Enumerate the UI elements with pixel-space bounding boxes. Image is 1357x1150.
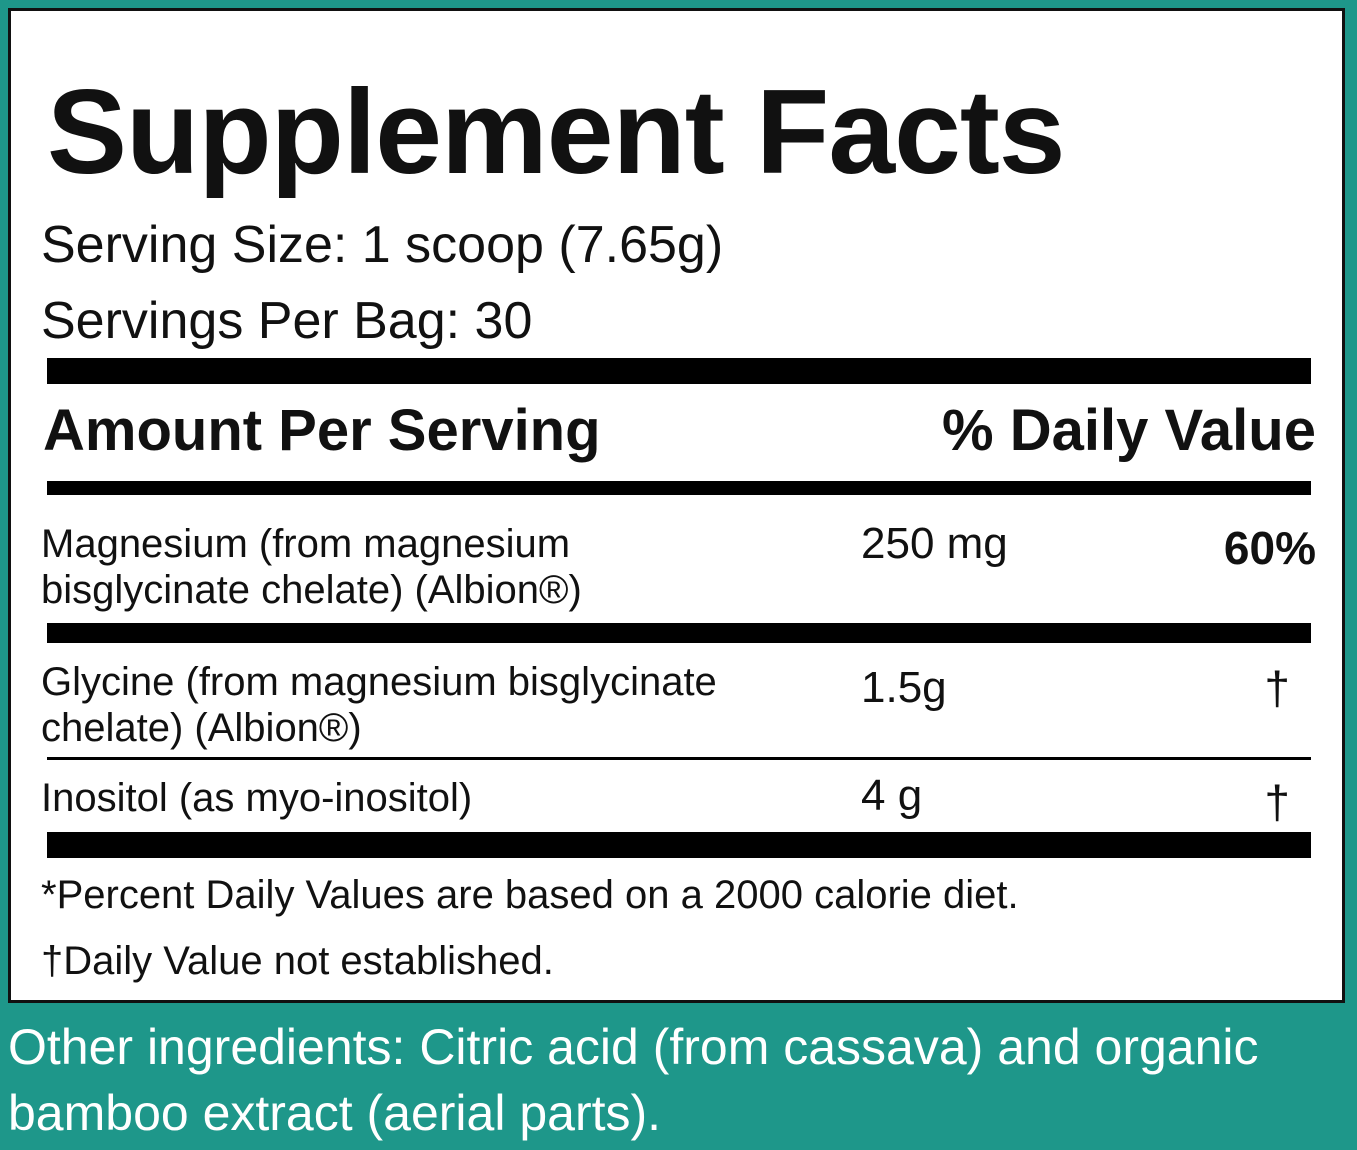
servings-per-container: Servings Per Bag: 30: [41, 292, 533, 350]
daily-value: †: [1264, 662, 1290, 714]
footnote: *Percent Daily Values are based on a 200…: [41, 873, 1019, 917]
column-header: Amount Per Serving: [43, 398, 601, 463]
ingredient-amount: 4 g: [861, 771, 923, 820]
serving-size: Serving Size: 1 scoop (7.65g): [41, 216, 724, 274]
supplement-facts-panel: Supplement Facts Serving Size: 1 scoop (…: [8, 8, 1345, 1003]
column-header: % Daily Value: [942, 398, 1316, 463]
ingredient-name: Inositol (as myo-inositol): [41, 776, 473, 820]
ingredient-amount: 250 mg: [861, 519, 1008, 568]
ingredient-name: Glycine (from magnesium bisglycinate che…: [41, 660, 717, 750]
thick-rule: [47, 832, 1311, 858]
rule: [47, 481, 1311, 495]
daily-value: 60%: [1223, 522, 1316, 574]
title: Supplement Facts: [47, 65, 1066, 199]
footnote: †Daily Value not established.: [41, 939, 554, 983]
thick-rule: [47, 358, 1311, 384]
other-ingredients: Other ingredients: Citric acid (from cas…: [8, 1019, 1259, 1141]
rule: [47, 623, 1311, 643]
thin-rule: [47, 757, 1311, 760]
ingredient-name: Magnesium (from magnesium bisglycinate c…: [41, 522, 582, 612]
daily-value: †: [1264, 776, 1290, 828]
ingredient-amount: 1.5g: [861, 663, 947, 712]
